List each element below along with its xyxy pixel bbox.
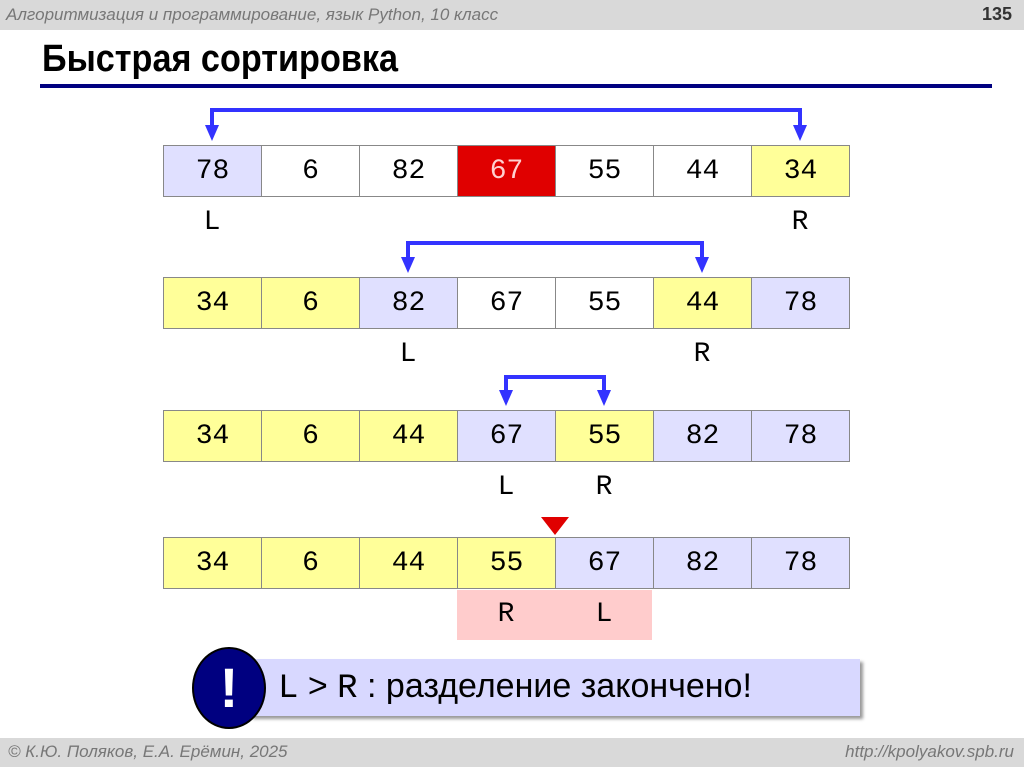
array-cell: 67 — [458, 411, 556, 461]
array-cell: 78 — [164, 146, 262, 196]
array-cell: 44 — [654, 278, 752, 328]
array-cell: 67 — [556, 538, 654, 588]
split-marker-icon — [541, 517, 569, 535]
array-cell: 34 — [164, 411, 262, 461]
footer-url[interactable]: http://kpolyakov.spb.ru — [845, 742, 1014, 761]
pointer-l: L — [399, 339, 417, 370]
swap-arrow — [205, 108, 807, 141]
swap-arrow — [401, 241, 709, 273]
array-cell: 44 — [360, 411, 458, 461]
page-number: 135 — [981, 4, 1012, 24]
array-cell: 78 — [752, 411, 849, 461]
array-cell: 67 — [458, 146, 556, 196]
footer-authors: © К.Ю. Поляков, Е.А. Ерёмин, 2025 — [8, 742, 288, 761]
note-op: > — [307, 667, 328, 705]
array-cell: 67 — [458, 278, 556, 328]
note-l: L — [278, 670, 299, 708]
footer-bar: © К.Ю. Поляков, Е.А. Ерёмин, 2025 http:/… — [0, 738, 1024, 767]
array-cell: 82 — [360, 146, 458, 196]
array-cell: 34 — [752, 146, 849, 196]
exclamation-icon: ! — [192, 647, 266, 729]
pointer-l: L — [595, 599, 613, 630]
array-cell: 82 — [654, 538, 752, 588]
page-title: Быстрая сортировка — [42, 38, 399, 80]
note-r: R — [337, 670, 358, 708]
crossed-pointers-highlight — [457, 590, 652, 640]
array-cell: 55 — [556, 146, 654, 196]
pointer-l: L — [497, 472, 515, 503]
array-row: 34 6 44 55 67 82 78 — [163, 537, 850, 589]
array-cell: 55 — [458, 538, 556, 588]
course-subtitle: Алгоритмизация и программирование, язык … — [6, 5, 499, 24]
swap-arrow — [499, 375, 611, 406]
array-cell: 44 — [654, 146, 752, 196]
array-cell: 44 — [360, 538, 458, 588]
array-cell: 6 — [262, 411, 360, 461]
array-cell: 55 — [556, 411, 654, 461]
array-cell: 6 — [262, 538, 360, 588]
pointer-r: R — [791, 207, 809, 238]
header-bar: Алгоритмизация и программирование, язык … — [0, 0, 1024, 30]
array-cell: 34 — [164, 278, 262, 328]
pointer-r: R — [595, 472, 613, 503]
array-cell: 55 — [556, 278, 654, 328]
array-row: 78 6 82 67 55 44 34 — [163, 145, 850, 197]
pointer-l: L — [203, 207, 221, 238]
array-row: 34 6 44 67 55 82 78 — [163, 410, 850, 462]
array-cell: 78 — [752, 538, 849, 588]
array-cell: 6 — [262, 278, 360, 328]
note-message: : разделение закончено! — [367, 667, 752, 705]
title-underline — [40, 84, 992, 88]
note-box: L > R : разделение закончено! — [250, 659, 860, 716]
array-cell: 34 — [164, 538, 262, 588]
note-text: L > R : разделение закончено! — [278, 667, 752, 708]
pointer-r: R — [693, 339, 711, 370]
pointer-r: R — [497, 599, 515, 630]
array-cell: 82 — [360, 278, 458, 328]
array-row: 34 6 82 67 55 44 78 — [163, 277, 850, 329]
array-cell: 6 — [262, 146, 360, 196]
array-cell: 82 — [654, 411, 752, 461]
array-cell: 78 — [752, 278, 849, 328]
